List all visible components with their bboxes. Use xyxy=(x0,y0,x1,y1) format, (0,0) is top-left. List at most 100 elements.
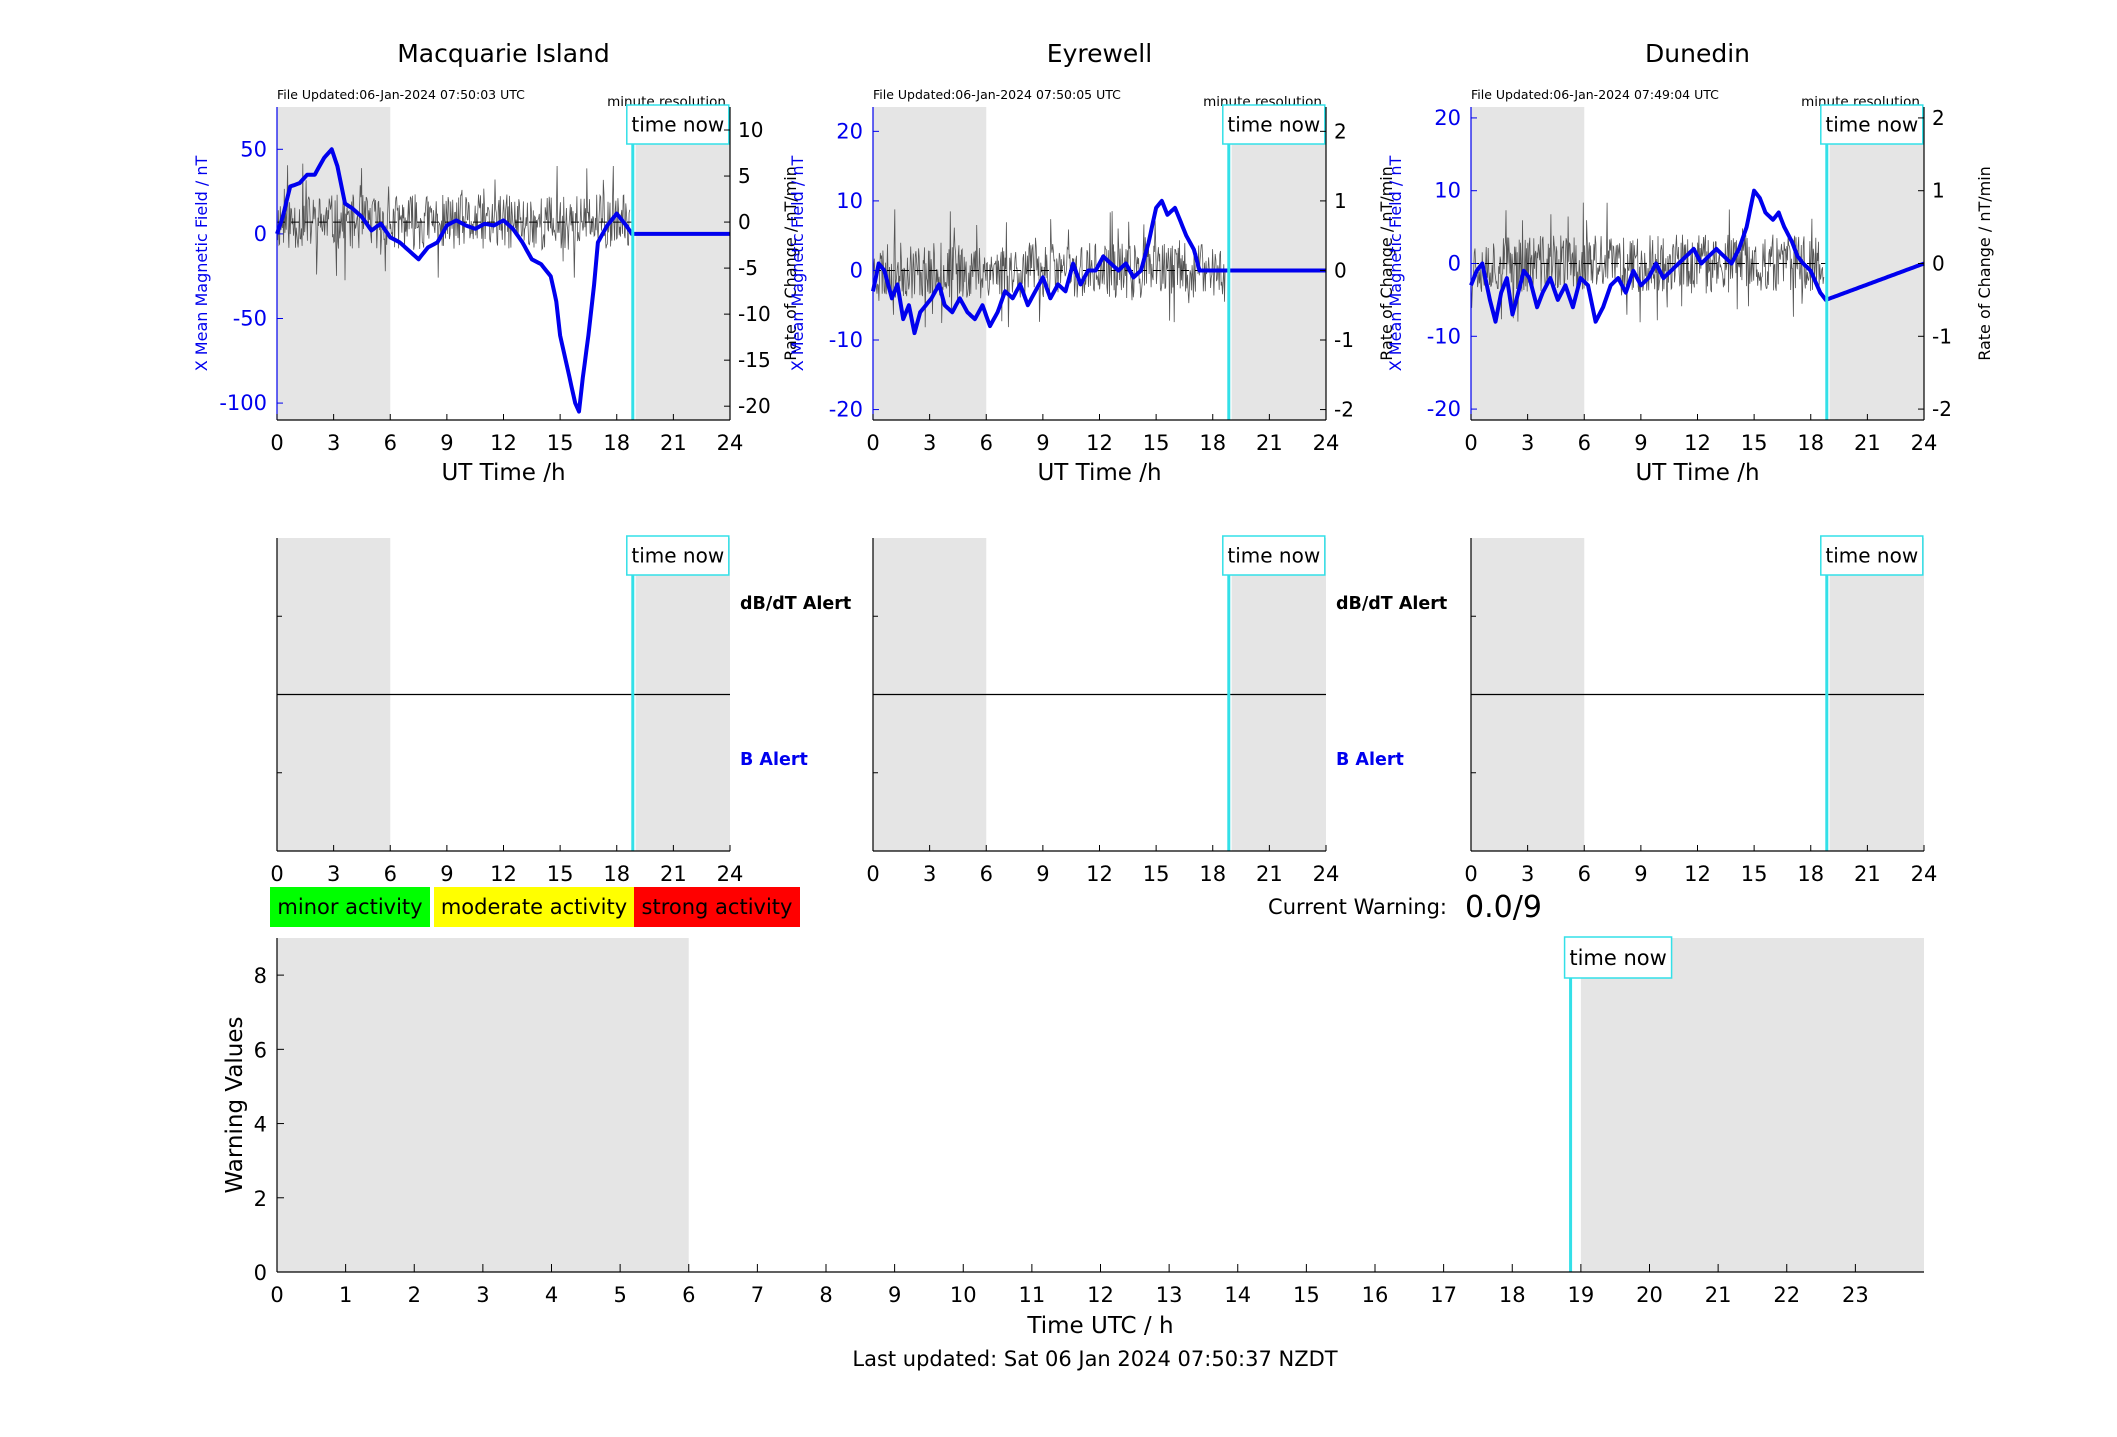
y-right-tick-label: 0 xyxy=(738,210,751,234)
x-tick-label: 4 xyxy=(545,1283,558,1307)
eyrewell-alert-panel: time now 0 3 6 9 12 15 18 21 24 dB/dT Alert B Alert xyxy=(866,535,1447,886)
station-title: Dunedin xyxy=(1645,39,1750,68)
y-left-tick-label: 20 xyxy=(1434,106,1461,130)
field-series xyxy=(871,198,1327,336)
y-left-label: X Mean Magnetic Field / nT xyxy=(788,156,807,372)
x-tick-label: 20 xyxy=(1636,1283,1663,1307)
y-left-label: X Mean Magnetic Field / nT xyxy=(192,156,211,372)
time-now-label: time now xyxy=(631,113,724,137)
x-tick-label: 0 xyxy=(270,1283,283,1307)
x-tick-label: 17 xyxy=(1430,1283,1457,1307)
y-left-tick-label: 10 xyxy=(836,189,863,213)
x-axis-label: UT Time /h xyxy=(1635,460,1759,486)
x-tick-label: 3 xyxy=(923,862,936,886)
station-title: Macquarie Island xyxy=(397,39,610,68)
time-now-box xyxy=(1820,535,1924,576)
shaded-region xyxy=(1231,107,1326,420)
x-axis-label: UT Time /h xyxy=(441,460,565,486)
x-tick-label: 12 xyxy=(1086,862,1113,886)
time-now-box xyxy=(1222,535,1326,576)
y-left-tick-label: -20 xyxy=(829,398,863,422)
y-left-tick-label: 0 xyxy=(850,258,863,282)
time-now-box xyxy=(1222,104,1326,145)
x-tick-label: 3 xyxy=(1521,431,1534,455)
b-alert-label: B Alert xyxy=(1336,750,1404,770)
x-tick-label: 18 xyxy=(1499,1283,1526,1307)
rate-of-change-series xyxy=(276,163,631,281)
x-tick-label: 9 xyxy=(1036,431,1049,455)
y-right-tick-label: 10 xyxy=(738,118,763,142)
y-left-tick-label: 0 xyxy=(1448,252,1461,276)
x-tick-label: 9 xyxy=(1036,862,1049,886)
y-right-tick-label: -2 xyxy=(1334,398,1354,422)
x-tick-label: 12 xyxy=(490,431,517,455)
x-tick-label: 3 xyxy=(327,431,340,455)
x-tick-label: 3 xyxy=(476,1283,489,1307)
x-tick-label: 14 xyxy=(1224,1283,1251,1307)
x-tick-label: 15 xyxy=(1143,431,1170,455)
y-right-tick-label: 0 xyxy=(1334,258,1347,282)
file-updated: File Updated:06-Jan-2024 07:50:03 UTC xyxy=(277,87,525,102)
y-right-tick-label: -2 xyxy=(1932,397,1952,421)
x-tick-label: 9 xyxy=(440,431,453,455)
current-warning-value: 0.0/9 xyxy=(1465,890,1542,925)
y-right-tick-label: -1 xyxy=(1932,324,1952,348)
y-left-tick-label: -10 xyxy=(1427,324,1461,348)
y-right-tick-label: 0 xyxy=(1932,252,1945,276)
y-tick-label: 6 xyxy=(254,1038,267,1062)
x-tick-label: 0 xyxy=(866,431,879,455)
x-tick-label: 9 xyxy=(440,862,453,886)
x-tick-label: 6 xyxy=(980,862,993,886)
shaded-region xyxy=(635,107,730,420)
x-tick-label: 6 xyxy=(980,431,993,455)
y-left-label: X Mean Magnetic Field / nT xyxy=(1386,156,1405,372)
y-left-tick-label: 50 xyxy=(240,137,267,161)
x-tick-label: 10 xyxy=(950,1283,977,1307)
x-tick-label: 12 xyxy=(1086,431,1113,455)
activity-legend: minor activity moderate activity strong … xyxy=(270,887,800,927)
x-tick-label: 8 xyxy=(819,1283,832,1307)
legend-minor-swatch xyxy=(270,887,430,927)
x-tick-label: 18 xyxy=(1797,862,1824,886)
x-tick-label: 3 xyxy=(327,862,340,886)
eyrewell-panel: Eyrewell File Updated:06-Jan-2024 07:50:0… xyxy=(788,39,1396,486)
x-tick-label: 15 xyxy=(1741,431,1768,455)
time-now-label: time now xyxy=(1825,544,1918,568)
x-tick-label: 12 xyxy=(1684,431,1711,455)
y-tick-label: 2 xyxy=(254,1187,267,1211)
x-tick-label: 21 xyxy=(1854,431,1881,455)
time-now-box xyxy=(1820,104,1924,145)
y-right-tick-label: 1 xyxy=(1334,189,1347,213)
macquarie-alert-panel: time now 0 3 6 9 12 15 18 21 24 dB/dT Alert B Alert xyxy=(270,535,851,886)
x-tick-label: 24 xyxy=(1313,431,1340,455)
x-tick-label: 24 xyxy=(717,862,744,886)
legend-moderate-label: moderate activity xyxy=(441,895,627,919)
x-tick-label: 18 xyxy=(603,862,630,886)
y-left-tick-label: -50 xyxy=(233,306,267,330)
x-tick-label: 21 xyxy=(660,431,687,455)
time-now-label: time now xyxy=(1227,113,1320,137)
time-now-box xyxy=(626,535,730,576)
x-tick-label: 15 xyxy=(1293,1283,1320,1307)
macquarie-panel: Macquarie Island File Updated:06-Jan-2024… xyxy=(192,39,800,486)
x-tick-label: 24 xyxy=(1911,431,1938,455)
y-right-tick-label: -5 xyxy=(738,256,758,280)
x-tick-label: 9 xyxy=(1634,431,1647,455)
x-tick-label: 24 xyxy=(1911,862,1938,886)
x-tick-label: 6 xyxy=(384,431,397,455)
x-tick-label: 12 xyxy=(1684,862,1711,886)
x-tick-label: 9 xyxy=(888,1283,901,1307)
time-now-box xyxy=(1563,936,1673,979)
time-now-box xyxy=(626,104,730,145)
x-tick-label: 13 xyxy=(1156,1283,1183,1307)
x-tick-label: 7 xyxy=(751,1283,764,1307)
x-tick-label: 3 xyxy=(923,431,936,455)
x-tick-label: 21 xyxy=(1854,862,1881,886)
x-tick-label: 21 xyxy=(1705,1283,1732,1307)
x-tick-label: 24 xyxy=(717,431,744,455)
x-tick-label: 19 xyxy=(1568,1283,1595,1307)
x-tick-label: 21 xyxy=(660,862,687,886)
x-tick-label: 0 xyxy=(1464,431,1477,455)
